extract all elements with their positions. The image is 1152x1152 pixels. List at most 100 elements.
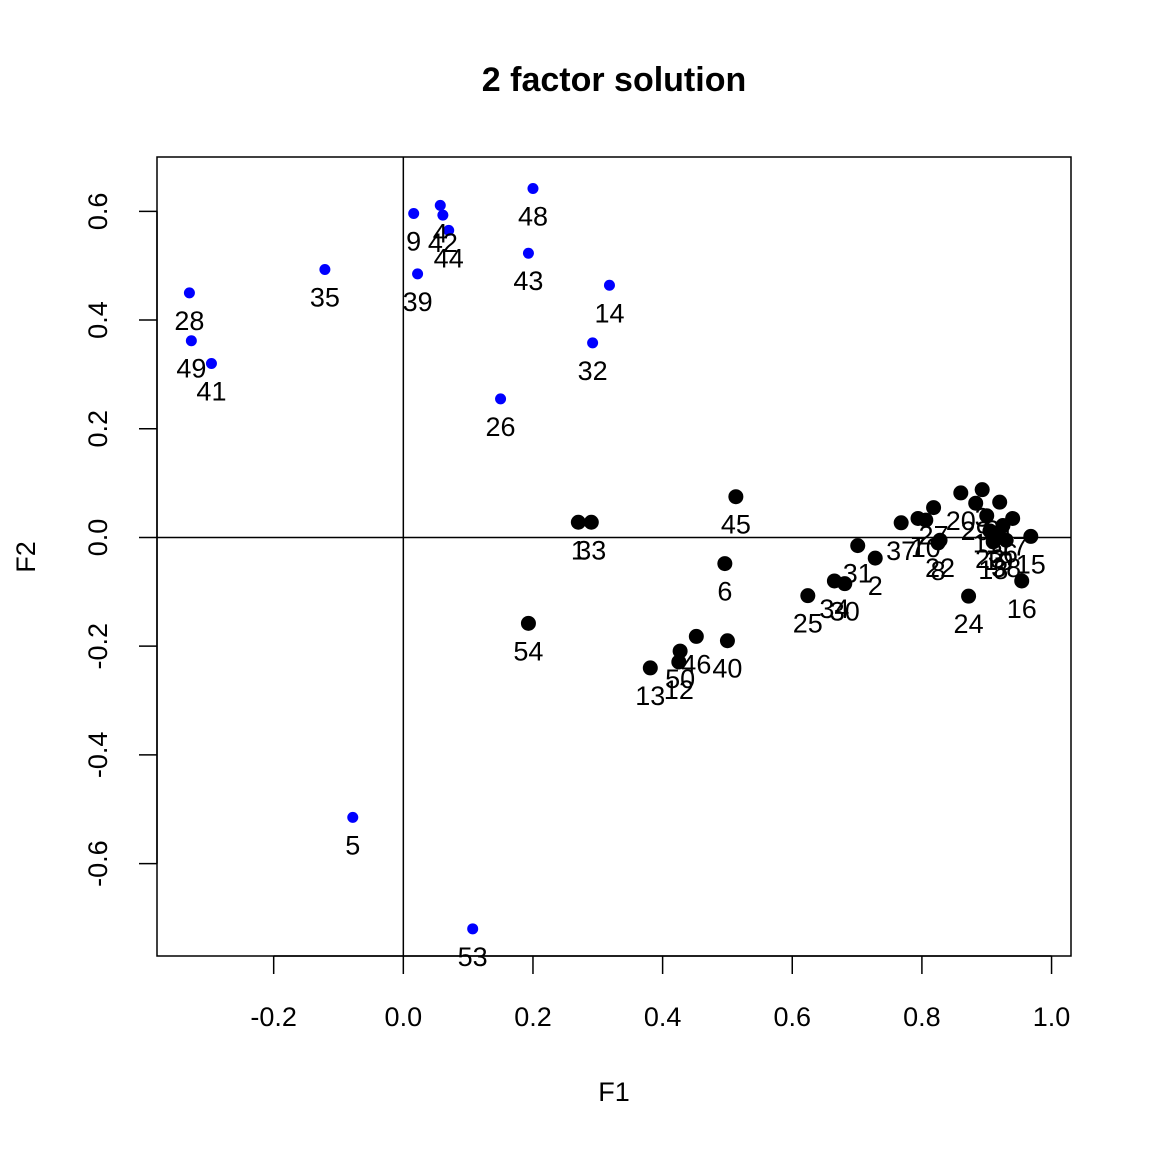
y-tick-label: 0.2: [83, 410, 113, 448]
data-label: 15: [1016, 549, 1046, 579]
data-label: 22: [925, 553, 955, 583]
y-tick-label: 0.6: [83, 193, 113, 231]
data-point: [719, 633, 735, 649]
data-label: 23: [975, 544, 1005, 574]
data-label: 35: [310, 283, 340, 313]
data-label: 41: [196, 377, 226, 407]
data-label: 7: [911, 531, 926, 561]
y-tick-label: 0.0: [83, 519, 113, 557]
data-point: [926, 500, 942, 516]
data-point: [319, 264, 331, 276]
data-label: 38: [991, 553, 1021, 583]
data-point: [1005, 510, 1021, 526]
data-label: 37: [886, 536, 916, 566]
data-label: 1: [571, 535, 586, 565]
data-label: 48: [518, 202, 548, 232]
data-label: 18: [978, 555, 1008, 585]
y-axis: -0.6 -0.4 -0.2 0.0 0.2 0.4 0.6: [83, 193, 158, 887]
data-point: [992, 494, 1008, 510]
data-label: 21: [985, 515, 1015, 545]
data-point: [1023, 528, 1039, 544]
data-point: [672, 643, 688, 659]
y-tick-label: -0.6: [83, 840, 113, 887]
y-tick-label: -0.4: [83, 732, 113, 779]
data-label: 36: [988, 539, 1018, 569]
data-label: 2: [868, 571, 883, 601]
data-point: [893, 515, 909, 531]
data-label: 12: [664, 675, 694, 705]
data-point: [183, 287, 195, 299]
data-label: 28: [174, 306, 204, 336]
data-label: 6: [717, 577, 732, 607]
data-point: [717, 556, 733, 572]
x-tick-label: 0.0: [385, 1002, 423, 1032]
data-point: [520, 615, 536, 631]
data-labels: 2849413559394424453264348321454133131250…: [174, 202, 1045, 972]
data-point: [434, 199, 446, 211]
x-axis-label: F1: [598, 1077, 630, 1107]
data-point: [443, 224, 455, 236]
x-tick-label: -0.2: [250, 1002, 297, 1032]
data-label: 11: [973, 529, 1001, 559]
data-point: [527, 183, 539, 195]
data-label: 46: [681, 649, 711, 679]
data-point: [998, 532, 1014, 548]
data-point: [205, 358, 217, 370]
data-point: [671, 654, 687, 670]
data-label: 50: [665, 664, 695, 694]
data-point: [495, 393, 507, 405]
data-label: 40: [712, 654, 742, 684]
data-label: 4: [433, 218, 448, 248]
data-label: 24: [954, 609, 984, 639]
data-point: [467, 923, 479, 935]
data-label: 17: [998, 531, 1028, 561]
chart-title: 2 factor solution: [482, 61, 746, 99]
x-tick-label: 0.2: [514, 1002, 552, 1032]
data-label: 49: [176, 354, 206, 384]
data-label: 54: [513, 636, 543, 666]
x-tick-label: 0.6: [773, 1002, 811, 1032]
data-point: [522, 247, 534, 259]
data-point: [642, 660, 658, 676]
data-label: 19: [983, 546, 1013, 576]
data-point: [850, 538, 866, 554]
data-point: [347, 811, 359, 823]
data-label: 31: [843, 559, 873, 589]
data-label: 26: [486, 412, 516, 442]
data-point: [953, 485, 969, 501]
data-label: 43: [513, 266, 543, 296]
data-label: 3: [975, 503, 990, 533]
data-point: [570, 514, 586, 530]
data-point: [867, 550, 883, 566]
data-label: 42: [428, 228, 458, 258]
data-points: [183, 183, 1039, 935]
x-tick-label: 0.4: [644, 1002, 682, 1032]
data-point: [408, 208, 420, 220]
data-label: 45: [721, 510, 751, 540]
data-label: 16: [1007, 594, 1037, 624]
data-label: 32: [578, 356, 608, 386]
data-point: [1014, 573, 1030, 589]
data-label: 39: [403, 287, 433, 317]
data-label: 27: [919, 521, 949, 551]
data-point: [974, 482, 990, 498]
y-tick-label: -0.2: [83, 623, 113, 670]
data-point: [800, 588, 816, 604]
x-axis: -0.2 0.0 0.2 0.4 0.6 0.8 1.0: [250, 955, 1071, 1032]
data-label: 25: [793, 609, 823, 639]
data-point: [412, 268, 424, 280]
data-label: 8: [931, 556, 946, 586]
data-label: 30: [830, 597, 860, 627]
data-label: 33: [576, 535, 606, 565]
reference-lines: [157, 157, 1071, 956]
data-label: 9: [406, 227, 421, 257]
data-label: 34: [819, 594, 849, 624]
data-point: [728, 489, 744, 505]
data-point: [968, 495, 984, 511]
data-label: 14: [594, 298, 624, 328]
x-tick-label: 0.8: [903, 1002, 941, 1032]
data-label: 20: [946, 506, 976, 536]
x-tick-label: 1.0: [1033, 1002, 1071, 1032]
y-tick-label: 0.4: [83, 301, 113, 339]
